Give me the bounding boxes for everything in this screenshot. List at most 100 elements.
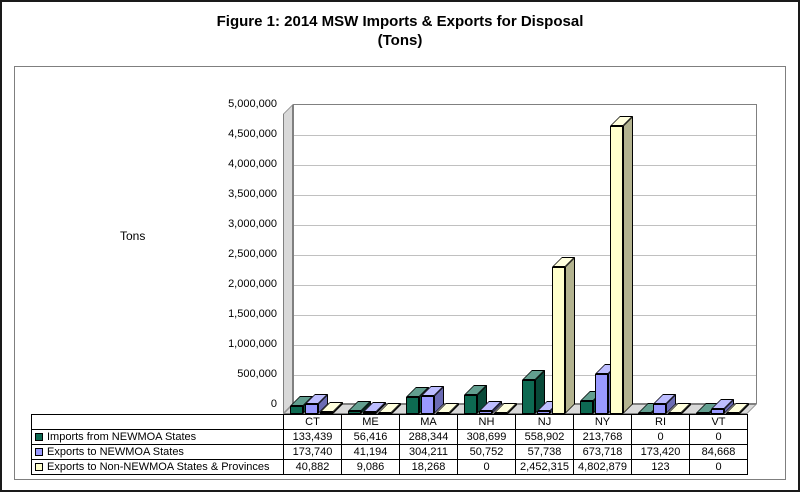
y-tick-label: 5,000,000 — [228, 98, 277, 110]
y-tick-label: 500,000 — [237, 368, 277, 380]
value-cell: 41,194 — [341, 444, 400, 460]
value-cell: 0 — [457, 459, 516, 475]
value-cell: 84,668 — [689, 444, 748, 460]
series-name-cell: Exports to NEWMOA States — [31, 444, 284, 460]
figure-subtitle: (Tons) — [377, 32, 423, 49]
table-header-row: CT ME MA NH NJ NY RI VT — [31, 414, 748, 430]
value-cell: 0 — [689, 459, 748, 475]
legend-swatch — [35, 448, 43, 456]
category-label: MA — [399, 414, 458, 430]
bar-front-face — [653, 404, 666, 414]
y-tick-label: 1,000,000 — [228, 338, 277, 350]
bar-ri-series2 — [653, 394, 676, 414]
y-tick-label: 3,500,000 — [228, 188, 277, 200]
bar-front-face — [580, 401, 593, 414]
gridline — [294, 195, 756, 196]
bar-ct-series3 — [320, 402, 343, 414]
bar-side-face — [623, 116, 633, 414]
bar-front-face — [320, 412, 333, 414]
series-name: Exports to NEWMOA States — [47, 446, 184, 458]
value-cell: 50,752 — [457, 444, 516, 460]
value-cell: 57,738 — [515, 444, 574, 460]
bar-front-face — [610, 126, 623, 414]
value-cell: 123 — [631, 459, 690, 475]
value-cell: 213,768 — [573, 429, 632, 445]
table-corner-cell — [31, 414, 284, 430]
figure-title: Figure 1: 2014 MSW Imports & Exports for… — [216, 13, 584, 30]
bar-ma-series2 — [421, 386, 444, 414]
bar-nj-series1 — [522, 370, 545, 414]
plot-back-wall — [293, 104, 757, 404]
gridline — [294, 255, 756, 256]
value-cell: 4,802,879 — [573, 459, 632, 475]
y-tick-label: 2,000,000 — [228, 278, 277, 290]
bar-ny-series1 — [580, 391, 603, 414]
bar-front-face — [552, 267, 565, 414]
bar-front-face — [363, 412, 376, 414]
value-cell: 288,344 — [399, 429, 458, 445]
y-tick-label: 2,500,000 — [228, 248, 277, 260]
category-label: CT — [283, 414, 342, 430]
bar-front-face — [348, 411, 361, 414]
bar-front-face — [595, 374, 608, 414]
series-name-cell: Imports from NEWMOA States — [31, 429, 284, 445]
value-cell: 40,882 — [283, 459, 342, 475]
value-cell: 133,439 — [283, 429, 342, 445]
bar-ct-series1 — [290, 396, 313, 414]
table-row: Exports to Non-NEWMOA States & Provinces… — [31, 459, 748, 475]
y-axis-title: Tons — [120, 229, 146, 243]
value-cell: 173,420 — [631, 444, 690, 460]
bar-front-face — [305, 404, 318, 414]
gridline — [294, 165, 756, 166]
value-cell: 2,452,315 — [515, 459, 574, 475]
table-row: Exports to NEWMOA States 173,740 41,194 304… — [31, 444, 748, 460]
bar-me-series1 — [348, 401, 371, 414]
series-name: Exports to Non-NEWMOA States & Provinces — [47, 461, 270, 473]
value-cell: 18,268 — [399, 459, 458, 475]
category-label: VT — [689, 414, 748, 430]
plot-area — [283, 104, 757, 415]
value-cell: 558,902 — [515, 429, 574, 445]
bar-ny-series2 — [595, 364, 618, 414]
chart-title-block: Figure 1: 2014 MSW Imports & Exports for… — [2, 2, 798, 50]
gridline — [294, 315, 756, 316]
value-cell: 56,416 — [341, 429, 400, 445]
bar-ct-series2 — [305, 394, 328, 414]
bar-front-face — [406, 397, 419, 414]
y-tick-label: 4,500,000 — [228, 128, 277, 140]
gridline — [294, 285, 756, 286]
bar-nh-series2 — [479, 401, 502, 414]
series-name-cell: Exports to Non-NEWMOA States & Provinces — [31, 459, 284, 475]
bar-front-face — [537, 411, 550, 414]
gridline — [294, 225, 756, 226]
bar-nh-series1 — [464, 385, 487, 414]
y-tick-label: 1,500,000 — [228, 308, 277, 320]
series-name: Imports from NEWMOA States — [47, 431, 197, 443]
bar-front-face — [290, 406, 303, 414]
bar-front-face — [421, 396, 434, 414]
category-label: NH — [457, 414, 516, 430]
bar-side-face — [565, 257, 575, 414]
table-row: Imports from NEWMOA States 133,439 56,416 2… — [31, 429, 748, 445]
category-label: RI — [631, 414, 690, 430]
bar-nj-series2 — [537, 401, 560, 414]
category-label: NJ — [515, 414, 574, 430]
category-label: ME — [341, 414, 400, 430]
y-axis: 5,000,000 4,500,000 4,000,000 3,500,000 3,00… — [165, 98, 277, 410]
chart-area: Tons 5,000,000 4,500,000 4,000,000 3,500,00… — [14, 66, 786, 480]
bar-ny-series3 — [610, 116, 633, 414]
data-table: CT ME MA NH NJ NY RI VT Imports from NEWMOA Sta… — [31, 414, 748, 475]
legend-swatch — [35, 463, 43, 471]
bar-vt-series2 — [711, 399, 734, 414]
y-tick-label: 3,000,000 — [228, 218, 277, 230]
gridline — [294, 345, 756, 346]
bar-front-face — [479, 411, 492, 414]
value-cell: 173,740 — [283, 444, 342, 460]
bar-front-face — [522, 380, 535, 414]
value-cell: 0 — [631, 429, 690, 445]
bar-front-face — [464, 395, 477, 414]
y-tick-label: 4,000,000 — [228, 158, 277, 170]
category-label: NY — [573, 414, 632, 430]
gridline — [294, 135, 756, 136]
bars-layer — [283, 104, 757, 415]
